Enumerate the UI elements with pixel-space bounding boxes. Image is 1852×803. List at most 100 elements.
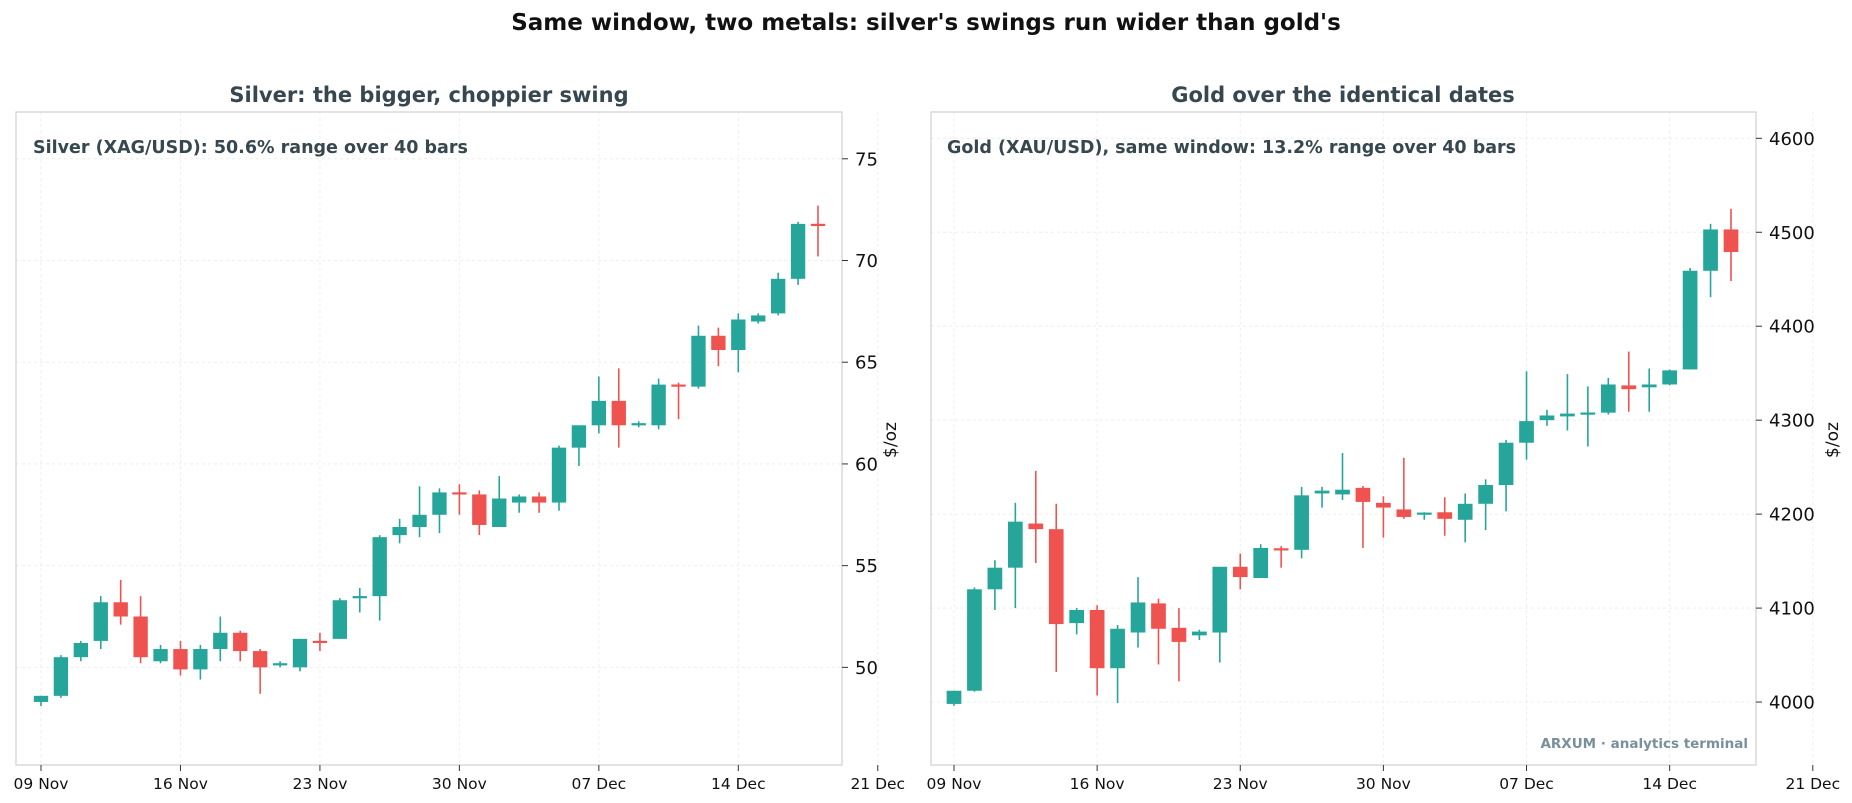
silver-candle-body [93,602,108,641]
gold-chart-title: Gold over the identical dates [1171,83,1515,107]
silver-candle-body [53,657,69,696]
silver-candle [193,644,208,680]
gold-candle-body [1416,512,1432,515]
silver-candle-body [472,494,487,525]
gold-candle [1110,625,1125,703]
gold-candles [946,208,1739,706]
silver-candle-body [691,335,706,387]
gold-candle [1478,479,1493,531]
silver-candle [711,327,726,367]
silver-candle-body [133,616,148,658]
gold-candle-body [1171,627,1187,642]
gold-candle [1600,377,1616,415]
silver-y-axis: 50 55 60 65 70 75 [842,149,878,679]
silver-candle-body [213,632,228,650]
gold-chart: Gold over the identical dates Gold (XAU/… [927,83,1843,793]
silver-y-axis-label: $/oz [881,422,901,458]
silver-candle-body [711,335,726,351]
gold-gridlines [931,112,1814,765]
silver-candle [93,596,108,650]
silver-candle [272,661,288,668]
gold-candle [1028,470,1044,563]
gold-candle-body [967,589,982,691]
gold-candle [1171,608,1187,682]
gold-y-tick-label: 4100 [1769,599,1815,620]
gold-candle [1048,503,1064,672]
gold-x-tick-label: 16 Nov [1070,775,1125,793]
gold-candle [1580,386,1596,447]
silver-candle-body [631,423,646,426]
gold-candle [1621,351,1637,412]
silver-candle-body [73,642,89,658]
figure-title: Same window, two metals: silver's swings… [511,10,1341,36]
gold-x-tick-label: 23 Nov [1213,775,1268,793]
silver-candle [671,382,686,420]
gold-y-tick-label: 4200 [1769,505,1815,526]
gold-candle-body [1580,412,1596,415]
silver-candle-body [193,649,208,670]
gold-candle-body [1212,566,1228,633]
silver-candle [312,632,328,652]
gold-candle [1457,493,1473,543]
gold-candle [1437,497,1453,536]
gold-candle [1192,629,1207,641]
gold-candle-body [1355,487,1371,502]
silver-candle [372,535,387,621]
gold-candle-body [1048,529,1064,625]
silver-candle [53,655,69,698]
gold-candle-body [1314,490,1330,494]
silver-candle [173,640,188,676]
gold-candle [1703,223,1718,298]
watermark: ARXUM · analytics terminal [1540,736,1748,752]
silver-x-tick-label: 21 Dec [850,775,905,793]
silver-candle [810,205,826,257]
gold-candle-body [1600,384,1616,413]
silver-candle [492,476,507,527]
silver-candle [133,596,148,664]
gold-candle-body [1560,413,1575,417]
gold-candle [1355,485,1371,548]
gold-x-tick-label: 21 Dec [1785,775,1840,793]
silver-candle-body [372,537,387,597]
gold-x-tick-label: 14 Dec [1642,775,1697,793]
silver-candle [591,376,607,434]
gold-candle [1069,608,1085,635]
silver-candle-body [412,514,427,527]
gold-candle [1662,369,1678,386]
silver-x-tick-label: 30 Nov [432,775,487,793]
silver-candle-body [153,649,168,662]
gold-candle [1723,208,1739,282]
silver-candle [751,313,766,324]
silver-candle-body [492,498,507,527]
silver-y-tick-label: 55 [855,556,878,577]
silver-y-tick-label: 70 [855,251,878,272]
silver-plot-frame [15,111,843,766]
silver-candle-body [790,223,806,279]
gold-y-tick-label: 4600 [1769,129,1815,150]
silver-x-tick-label: 16 Nov [153,775,208,793]
silver-candle [332,598,348,639]
gold-x-tick-label: 09 Nov [927,775,982,793]
silver-candle-body [511,496,527,503]
silver-candle-body [233,632,248,652]
silver-y-tick-label: 75 [855,149,878,170]
silver-candle [432,488,447,534]
gold-candle-body [1478,485,1493,504]
silver-candle [651,378,666,430]
silver-candle [352,588,367,613]
silver-candle [113,579,128,625]
silver-candle-body [392,526,407,536]
gold-candle-body [1192,631,1207,636]
silver-y-tick-label: 50 [855,658,878,679]
gold-candle-body [1335,489,1350,495]
gold-candle [1151,598,1166,665]
gold-plot-frame [930,111,1757,766]
gold-candle [1294,486,1309,559]
gold-candle [1253,544,1269,579]
silver-candle-body [671,384,686,387]
silver-candle [731,313,746,373]
silver-candle [292,638,308,672]
gold-x-tick-label: 30 Nov [1356,775,1411,793]
silver-candle [412,486,427,538]
